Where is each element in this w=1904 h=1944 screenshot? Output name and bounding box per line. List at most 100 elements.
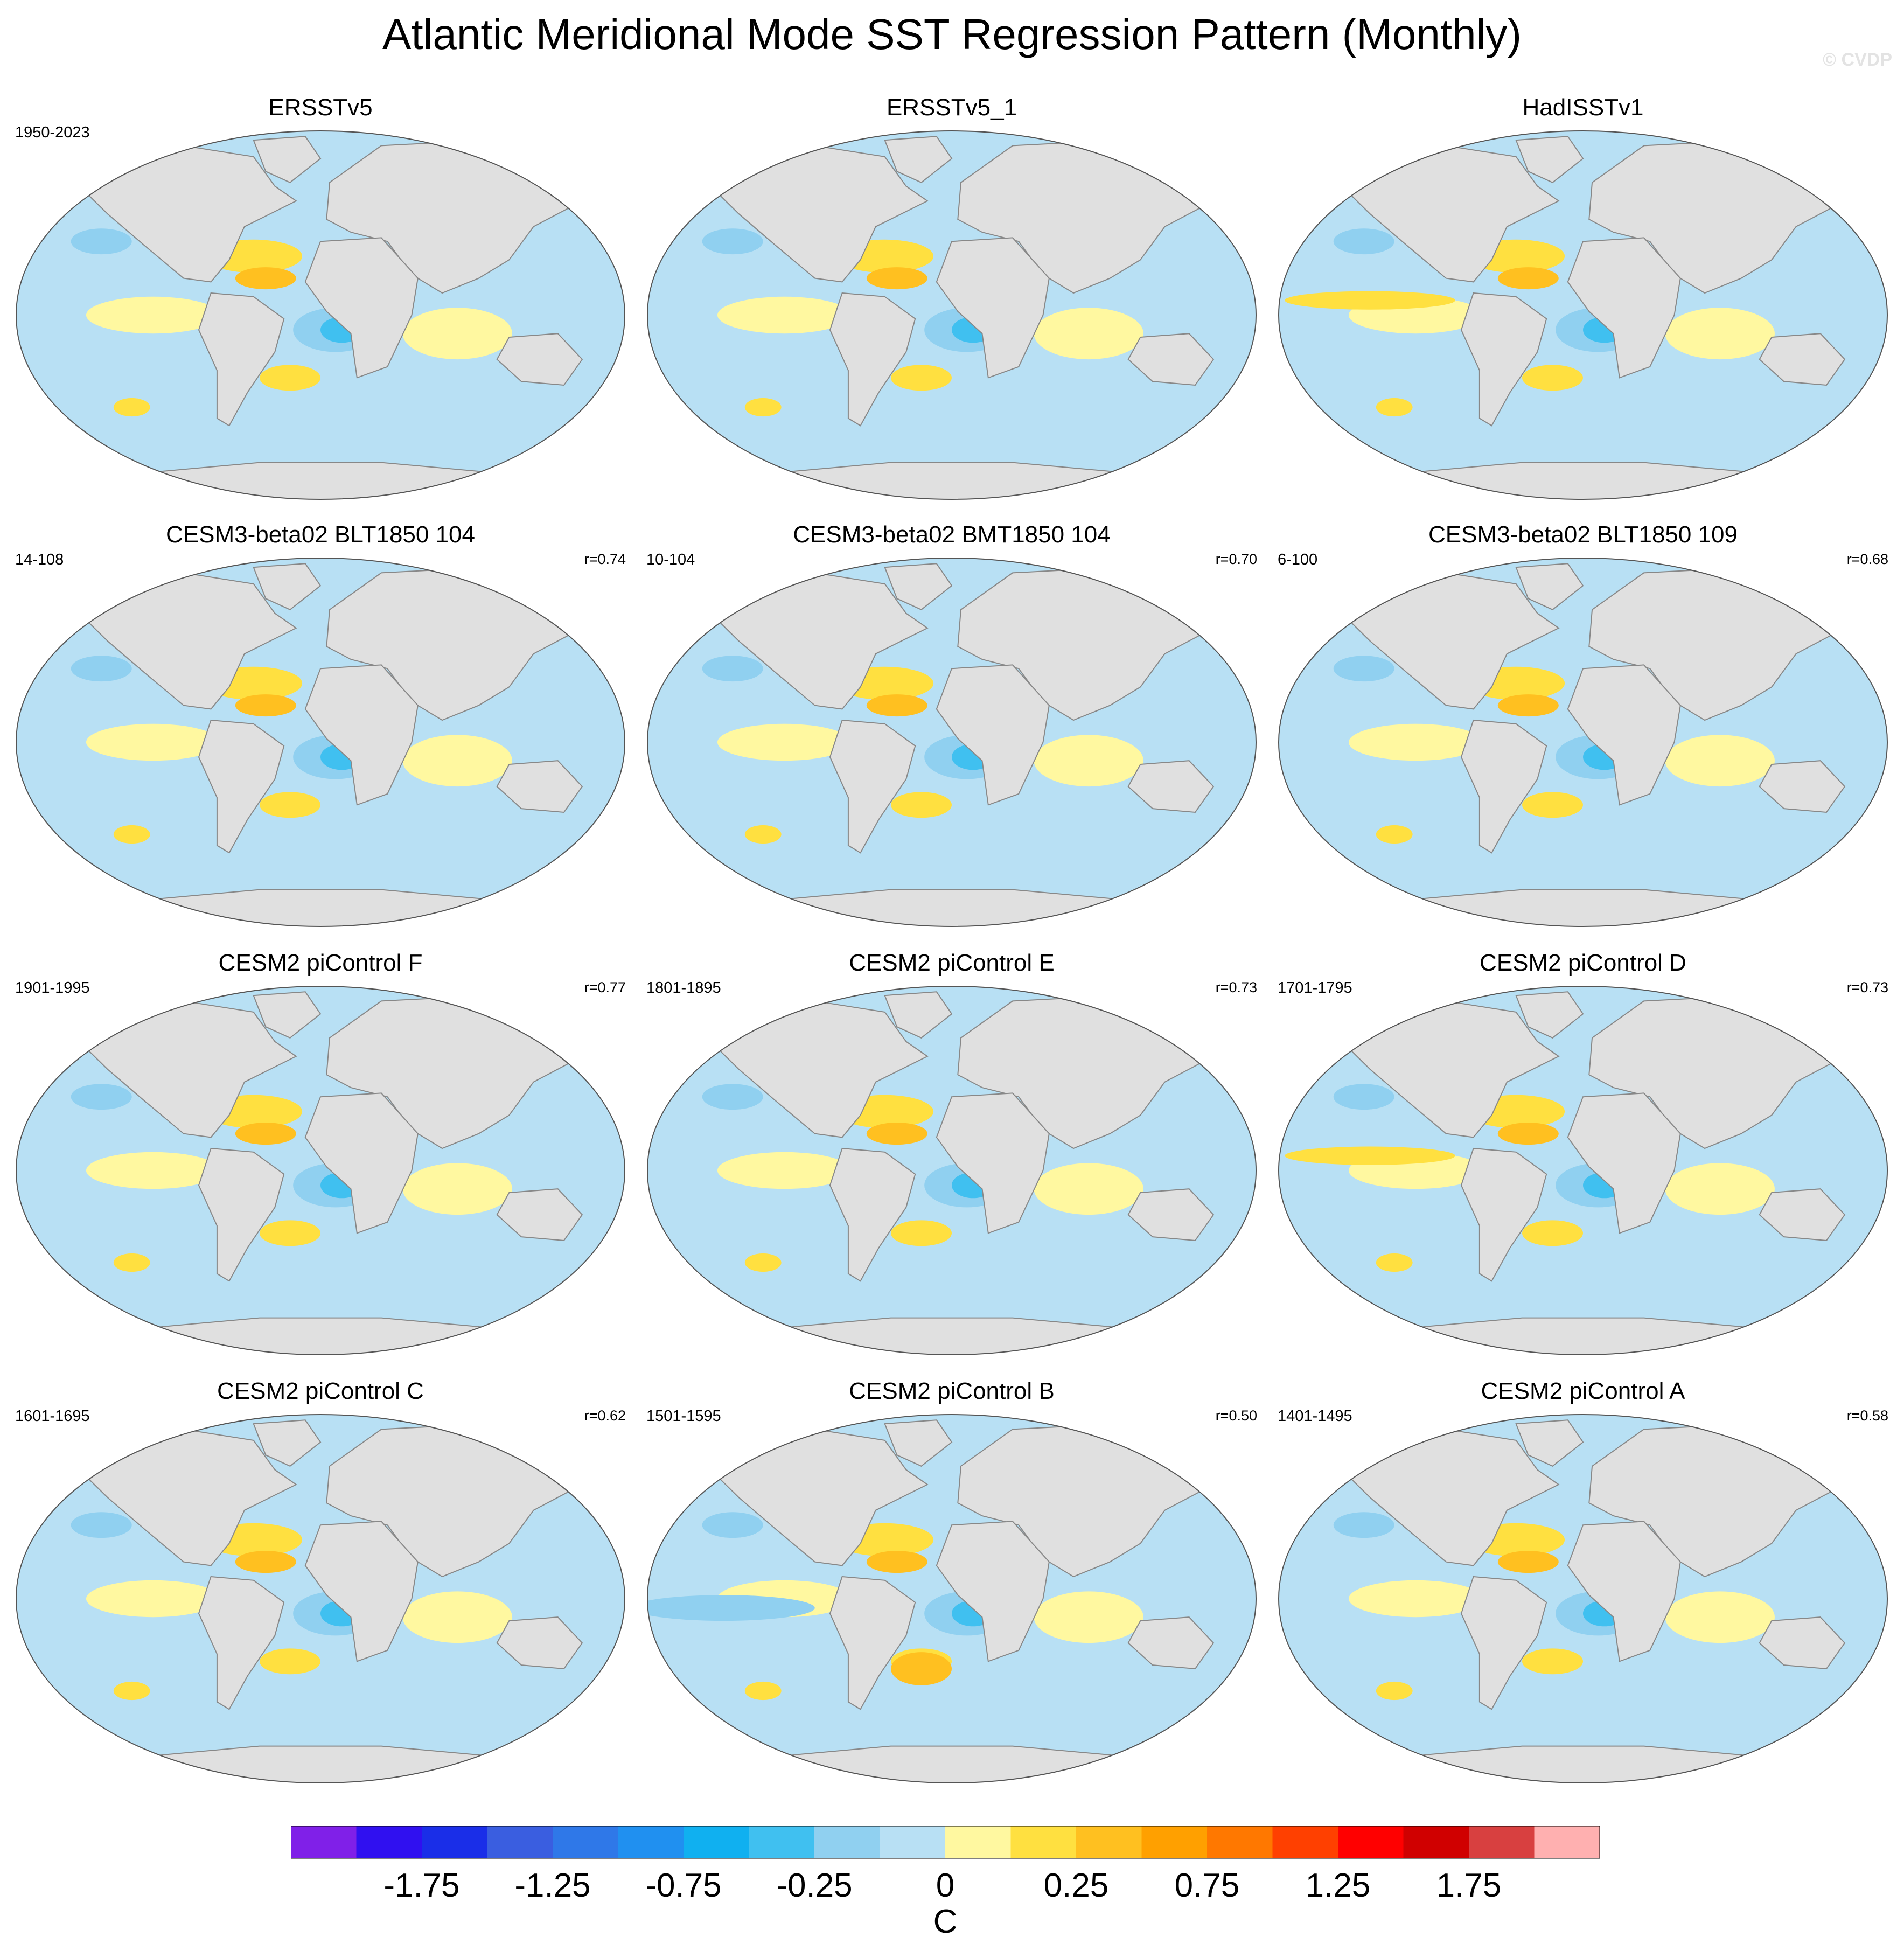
colorbar-bar <box>291 1826 1600 1859</box>
sst-anomaly-region <box>891 1652 952 1685</box>
panel-period: 1701-1795 <box>1278 979 1352 997</box>
land-australia <box>1127 760 1215 813</box>
panel-correlation: r=0.68 <box>1846 551 1888 567</box>
map-border <box>16 130 625 500</box>
sst-anomaly-region <box>1348 1580 1483 1618</box>
world-map <box>647 558 1257 927</box>
sst-anomaly-region <box>260 792 320 818</box>
land-north-america <box>1344 1000 1560 1138</box>
world-map <box>16 1414 625 1783</box>
sst-anomaly-region <box>235 1551 296 1573</box>
colorbar-tick-label: -1.25 <box>514 1867 591 1904</box>
colorbar-units: C <box>933 1903 958 1940</box>
sst-anomaly-region <box>235 267 296 290</box>
land-australia <box>1759 1616 1846 1670</box>
sst-anomaly-region <box>86 723 220 761</box>
map-panel: CESM3-beta02 BLT1850 104 14-108 r=0.74 <box>5 521 636 950</box>
colorbar-swatch <box>553 1826 618 1858</box>
panel-title: ERSSTv5_1 <box>886 94 1017 121</box>
land-north-america <box>1344 572 1560 710</box>
land-north-america <box>713 572 929 710</box>
sst-anomaly-region <box>1034 308 1143 360</box>
sst-anomaly-region <box>1497 1123 1559 1145</box>
sst-anomaly-region <box>1333 656 1394 682</box>
land-australia <box>496 1188 583 1242</box>
panel-period: 1401-1495 <box>1278 1408 1352 1425</box>
colorbar-swatch <box>1207 1826 1273 1858</box>
land-north-america <box>713 145 929 283</box>
colorbar-tick-label: 1.25 <box>1305 1867 1371 1904</box>
land-australia <box>1127 1188 1215 1242</box>
land-north-america <box>82 1429 297 1566</box>
land-australia <box>1759 760 1846 813</box>
sst-anomaly-region <box>702 1084 763 1110</box>
world-map <box>647 1414 1257 1783</box>
sst-anomaly-region <box>402 735 512 787</box>
sst-anomaly-region <box>402 1163 512 1215</box>
land-south-america <box>198 1147 285 1282</box>
panel-correlation: r=0.50 <box>1215 1408 1257 1424</box>
colorbar-swatch <box>422 1826 487 1858</box>
panel-period: 1501-1595 <box>646 1408 721 1425</box>
sst-anomaly-region <box>86 1580 220 1618</box>
land-greenland <box>1515 136 1584 183</box>
sst-anomaly-region <box>717 1152 852 1189</box>
sst-anomaly-region <box>86 1152 220 1189</box>
land-north-america <box>1344 145 1560 283</box>
land-north-america <box>713 1000 929 1138</box>
panel-period: 1950-2023 <box>15 124 90 141</box>
sst-anomaly-region <box>717 723 852 761</box>
land-greenland <box>884 991 953 1039</box>
land-australia <box>496 760 583 813</box>
world-map <box>1278 558 1888 927</box>
sst-anomaly-region <box>744 398 782 417</box>
map-panel: CESM2 piControl B 1501-1595 r=0.50 <box>637 1378 1267 1806</box>
colorbar-swatch <box>1469 1826 1535 1858</box>
sst-anomaly-region <box>717 296 852 334</box>
colorbar-swatch <box>487 1826 553 1858</box>
sst-anomaly-region <box>235 1123 296 1145</box>
land-greenland <box>884 1419 953 1467</box>
map-panel: CESM2 piControl A 1401-1495 r=0.58 <box>1268 1378 1898 1806</box>
colorbar: -1.75 -1.25 -0.75 -0.25 0 0.25 0.75 1.25 1.75 C <box>291 1826 1600 1940</box>
land-australia <box>1127 1616 1215 1670</box>
colorbar-swatch <box>1076 1826 1142 1858</box>
sst-anomaly-region <box>866 1551 927 1573</box>
world-map <box>647 986 1257 1355</box>
map-border <box>1278 558 1888 927</box>
cvdp-watermark: © CVDP <box>1823 50 1892 70</box>
map-panel: CESM2 piControl C 1601-1695 r=0.62 <box>5 1378 636 1806</box>
sst-anomaly-region <box>1522 1648 1583 1675</box>
sst-anomaly-region <box>1034 1591 1143 1643</box>
sst-anomaly-region <box>1333 1512 1394 1538</box>
colorbar-tick-label: -0.25 <box>776 1867 853 1904</box>
panel-period: 10-104 <box>646 551 695 568</box>
land-south-america <box>1460 1576 1547 1710</box>
sst-anomaly-region <box>1376 398 1413 417</box>
land-north-america <box>713 1429 929 1566</box>
sst-anomaly-region <box>402 1591 512 1643</box>
land-africa <box>304 237 419 379</box>
land-south-america <box>829 1147 916 1282</box>
sst-anomaly-region <box>1034 1163 1143 1215</box>
map-border <box>16 986 625 1355</box>
colorbar-swatch <box>1010 1826 1077 1858</box>
panel-period: 6-100 <box>1278 551 1318 568</box>
land-africa <box>1567 664 1681 806</box>
map-panel: ERSSTv5 1950-2023 <box>5 94 636 522</box>
land-south-america <box>829 292 916 427</box>
sst-anomaly-region <box>891 365 952 391</box>
land-africa <box>936 1521 1050 1662</box>
sst-anomaly-region <box>1333 228 1394 255</box>
sst-anomaly-region <box>1497 694 1559 717</box>
world-map <box>16 986 625 1355</box>
land-south-america <box>1460 1147 1547 1282</box>
panel-period: 1801-1895 <box>646 979 721 997</box>
land-africa <box>304 664 419 806</box>
colorbar-swatch <box>356 1826 422 1858</box>
sst-anomaly-region <box>71 1084 132 1110</box>
colorbar-swatch <box>749 1826 815 1858</box>
panel-title: CESM2 piControl D <box>1480 950 1686 976</box>
map-border <box>647 558 1257 927</box>
sst-anomaly-region <box>1497 1551 1559 1573</box>
